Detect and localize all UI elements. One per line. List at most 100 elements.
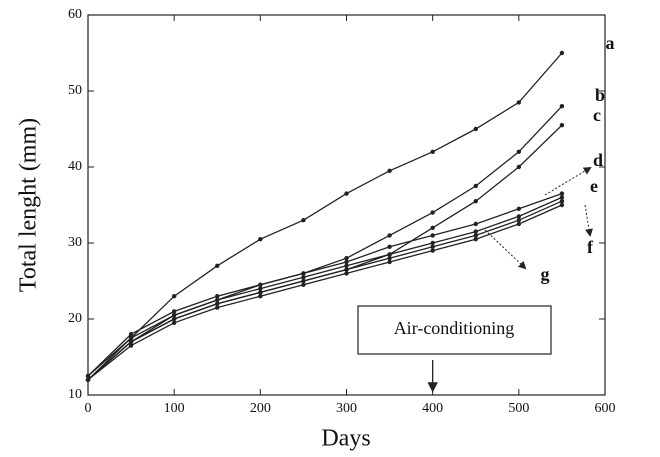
data-point [171, 309, 177, 314]
data-point [215, 263, 220, 268]
data-point [559, 123, 565, 128]
data-point [473, 199, 478, 204]
data-point [258, 282, 263, 287]
data-point [128, 339, 134, 344]
fit-curve [87, 204, 563, 381]
fit-curve [87, 196, 563, 377]
data-point [559, 191, 565, 196]
fit-curve [87, 52, 563, 381]
data-point [258, 290, 263, 295]
data-point [430, 210, 435, 215]
y-tick-label: 10 [68, 387, 82, 402]
data-point [344, 191, 349, 196]
data-point [430, 233, 435, 238]
data-point [215, 301, 220, 306]
x-axis-label: Days [321, 426, 370, 452]
data-point [516, 164, 522, 170]
data-point [215, 294, 220, 299]
data-point [128, 343, 134, 348]
x-tick-label: 100 [164, 401, 185, 416]
data-point [215, 305, 220, 310]
pointer-arrow [544, 166, 592, 196]
data-point [430, 225, 435, 230]
data-point [516, 206, 522, 211]
data-point [387, 244, 392, 249]
data-point [301, 218, 306, 223]
data-point [516, 214, 522, 219]
pointer-arrow [584, 204, 593, 237]
data-point [473, 237, 478, 242]
data-point [559, 195, 565, 200]
data-point [473, 126, 478, 132]
series-label: g [541, 264, 550, 284]
data-point [171, 320, 177, 325]
data-point [171, 294, 177, 299]
series-label: f [587, 237, 594, 257]
data-point [171, 313, 177, 318]
y-tick-label: 50 [68, 83, 82, 98]
data-point [430, 240, 435, 246]
y-tick-label: 60 [68, 7, 82, 22]
data-point [516, 100, 522, 105]
data-point [215, 297, 220, 303]
data-point [387, 259, 392, 265]
data-point [516, 218, 522, 223]
data-point [516, 221, 522, 227]
data-point [559, 199, 565, 204]
data-point [559, 50, 565, 56]
data-point [344, 271, 349, 276]
data-point [559, 104, 565, 109]
series-label: b [595, 85, 605, 105]
data-point [128, 335, 134, 341]
data-point [258, 286, 263, 291]
series-label: d [593, 150, 603, 170]
data-point [473, 229, 478, 234]
x-tick-label: 200 [250, 401, 271, 416]
data-point [344, 259, 349, 265]
data-point [301, 275, 306, 280]
data-point [258, 237, 263, 242]
y-tick-label: 20 [68, 311, 82, 326]
data-point [128, 332, 134, 337]
data-point [301, 271, 306, 276]
data-point [387, 233, 392, 238]
data-point [171, 316, 177, 322]
data-point [85, 373, 91, 379]
x-tick-label: 500 [508, 401, 529, 416]
pointer-arrow [484, 229, 527, 270]
y-tick-label: 30 [68, 235, 82, 250]
data-point [301, 282, 306, 287]
x-tick-label: 0 [85, 401, 92, 416]
data-point [344, 263, 349, 268]
x-tick-label: 300 [336, 401, 357, 416]
data-point [430, 244, 435, 249]
series-label: e [590, 176, 598, 196]
data-point [258, 294, 263, 299]
series-label: c [593, 105, 601, 125]
y-axis-label: Total lenght (mm) [16, 118, 42, 292]
y-tick-label: 40 [68, 159, 82, 174]
data-point [85, 377, 91, 382]
x-tick-label: 400 [422, 401, 443, 416]
x-tick-label: 600 [595, 401, 616, 416]
data-point [387, 256, 392, 261]
data-point [344, 256, 349, 261]
data-point [344, 267, 349, 272]
data-point [559, 202, 565, 208]
fit-curve [87, 192, 563, 377]
data-point [473, 233, 478, 238]
data-point [301, 278, 306, 284]
data-point [430, 149, 435, 154]
fit-curve [87, 200, 563, 381]
data-point [430, 248, 435, 253]
data-point [516, 149, 522, 154]
data-point [473, 183, 478, 189]
annotation-text: Air-conditioning [394, 318, 515, 338]
data-point [473, 221, 478, 227]
data-point [387, 252, 392, 257]
series-label: a [606, 33, 615, 53]
data-point [387, 168, 392, 173]
annotation-box [357, 305, 552, 355]
